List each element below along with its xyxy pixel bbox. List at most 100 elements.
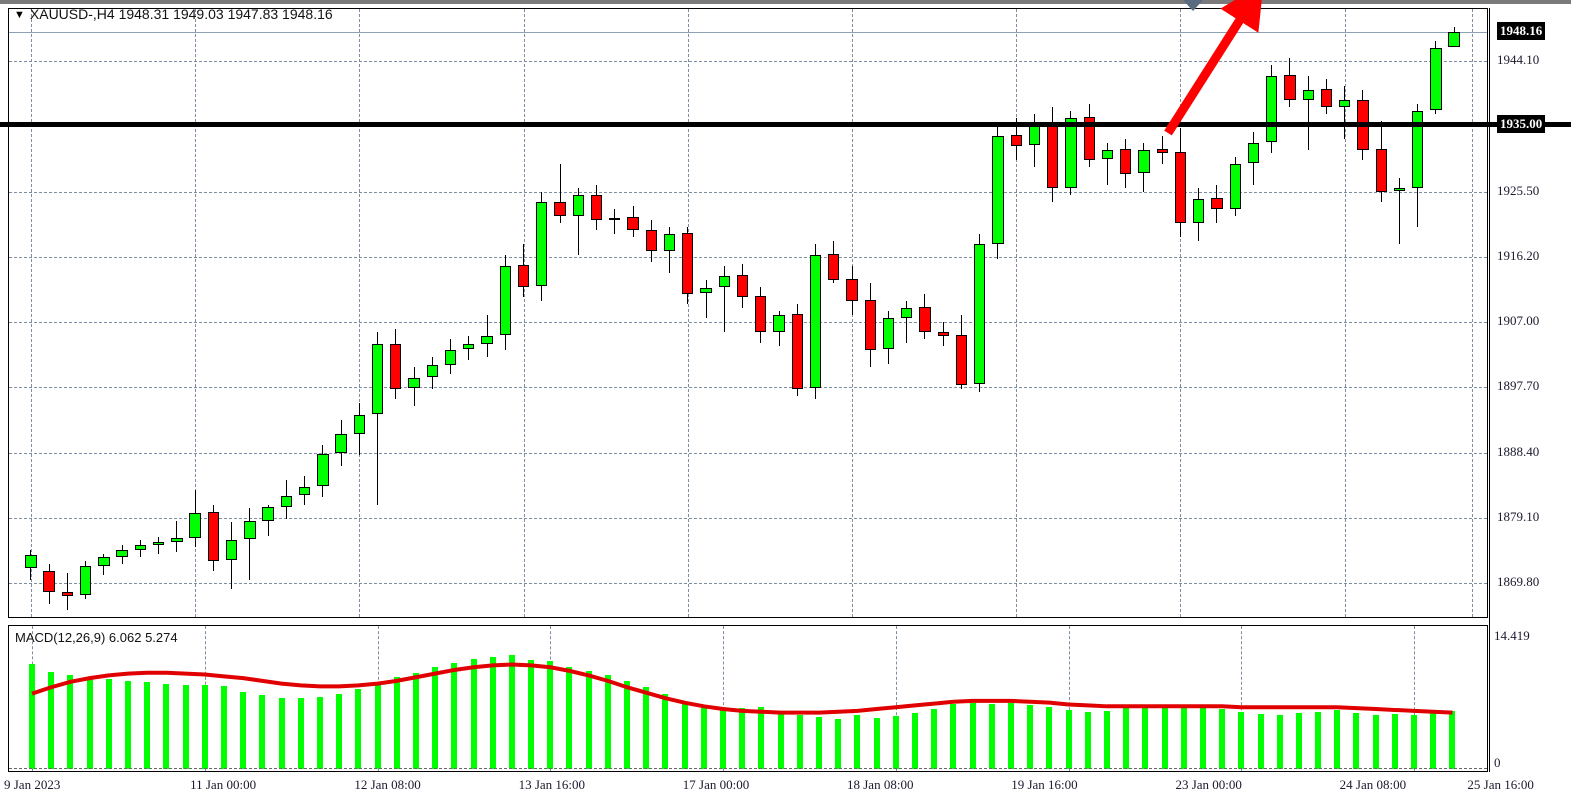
macd-histogram-bar (105, 679, 112, 769)
candlestick (828, 9, 840, 617)
time-gridline (359, 9, 361, 617)
candlestick (536, 9, 548, 617)
candle-body-bullish (262, 507, 274, 521)
current-price-badge: 1948.16 (1497, 22, 1546, 41)
macd-signal-line (31, 662, 1453, 715)
macd-histogram-bar (508, 655, 515, 769)
candle-body-bearish (207, 512, 220, 561)
time-gridline (1472, 9, 1474, 617)
macd-histogram-bar (144, 681, 151, 769)
candlestick (481, 9, 493, 617)
candlestick (499, 9, 511, 617)
candlestick (1083, 9, 1095, 617)
macd-histogram-bar (931, 709, 938, 769)
candle-body-bearish (828, 254, 840, 280)
candle-body-bullish (152, 542, 165, 545)
macd-histogram-bar (125, 680, 131, 769)
candlestick (682, 9, 694, 617)
collapse-triangle-icon[interactable]: ▼ (14, 9, 25, 21)
time-gridline (195, 9, 197, 617)
candle-body-bullish (134, 545, 147, 551)
candle-wick (1106, 142, 1108, 185)
candlestick (700, 9, 712, 617)
candlestick (974, 9, 986, 617)
candle-body-bearish (1174, 152, 1187, 224)
candle-body-bearish (390, 343, 402, 389)
candlestick (134, 9, 147, 617)
macd-time-gridline (1068, 626, 1070, 771)
candle-body-bearish (61, 591, 74, 596)
candlestick (590, 9, 603, 617)
macd-time-gridline (1241, 626, 1243, 771)
macd-top-tick-label: 14.419 (1494, 628, 1530, 643)
macd-histogram-bar (911, 712, 918, 769)
macd-histogram-bar (777, 712, 784, 769)
candle-body-bullish (1247, 142, 1260, 163)
macd-histogram-bar (700, 705, 707, 769)
macd-histogram-bar (835, 719, 842, 769)
price-gridline (9, 321, 1487, 323)
candle-body-bearish (919, 307, 931, 333)
time-axis[interactable]: 9 Jan 2023 11 Jan 00:00 12 Jan 08:00 13 Jan… (0, 776, 1571, 803)
price-scale-divider (1489, 8, 1490, 772)
candle-body-bullish (1229, 163, 1241, 209)
time-tick-label: 23 Jan 00:00 (1175, 777, 1242, 792)
candle-body-bullish (171, 538, 183, 542)
macd-histogram-bar (1391, 713, 1398, 769)
candlestick (1120, 9, 1132, 617)
candlestick (207, 9, 220, 617)
candle-body-bullish (116, 549, 128, 557)
candle-body-bearish (1120, 148, 1132, 175)
candlestick (554, 9, 566, 617)
candle-body-bullish (1138, 149, 1150, 174)
macd-histogram-bar (29, 663, 36, 769)
candlestick (353, 9, 365, 617)
candlestick (1412, 9, 1424, 617)
time-gridline (687, 9, 689, 617)
candle-body-bearish (1375, 148, 1387, 192)
candle-body-bullish (444, 349, 457, 365)
candle-body-bullish (317, 453, 329, 487)
time-tick-label: 17 Jan 00:00 (682, 777, 750, 792)
candle-body-bearish (864, 299, 876, 350)
macd-histogram-bar (1315, 711, 1322, 769)
price-tick-label: 1907.00 (1497, 312, 1540, 328)
macd-histogram-bar (240, 691, 247, 769)
candlestick (955, 9, 968, 617)
macd-histogram-bar (374, 683, 381, 769)
candlestick (43, 9, 55, 617)
candle-body-bearish (554, 201, 566, 217)
candle-body-bearish (791, 314, 803, 389)
level-price-badge: 1935.00 (1497, 114, 1546, 133)
candle-body-bullish (901, 307, 913, 318)
macd-histogram-bar (892, 716, 899, 769)
macd-histogram-bar (412, 672, 419, 769)
candle-body-bullish (1302, 89, 1314, 100)
candlestick (244, 9, 256, 617)
candlestick (809, 9, 822, 617)
price-gridline (9, 191, 1487, 193)
price-tick-label: 1897.70 (1497, 378, 1540, 394)
time-tick-label: 11 Jan 00:00 (190, 777, 257, 792)
horizontal-level-line[interactable] (0, 121, 1571, 127)
macd-histogram-bar (1238, 711, 1245, 769)
candlestick (1101, 9, 1114, 617)
candle-body-bullish (536, 202, 548, 286)
chart-symbol-header: ▼ XAUUSD-,H4 1948.31 1949.03 1947.83 1948… (14, 6, 333, 22)
price-tick-label: 1888.40 (1497, 443, 1540, 459)
candle-wick (249, 508, 251, 581)
candlestick (1448, 9, 1460, 617)
candlestick (773, 9, 785, 617)
price-chart-pane[interactable] (8, 8, 1488, 618)
candle-wick (559, 163, 561, 224)
macd-histogram-bar (67, 675, 74, 769)
time-tick-label: 19 Jan 16:00 (1011, 777, 1078, 792)
macd-time-gridline (1414, 626, 1416, 771)
macd-histogram-bar (1219, 709, 1226, 769)
price-gridline (9, 387, 1487, 389)
candlestick (1375, 9, 1387, 617)
candlestick (116, 9, 128, 617)
macd-indicator-pane[interactable]: MACD(12,26,9) 6.062 5.274 (8, 625, 1488, 772)
macd-histogram-bar (1411, 714, 1418, 769)
macd-histogram-bar (1027, 705, 1034, 769)
